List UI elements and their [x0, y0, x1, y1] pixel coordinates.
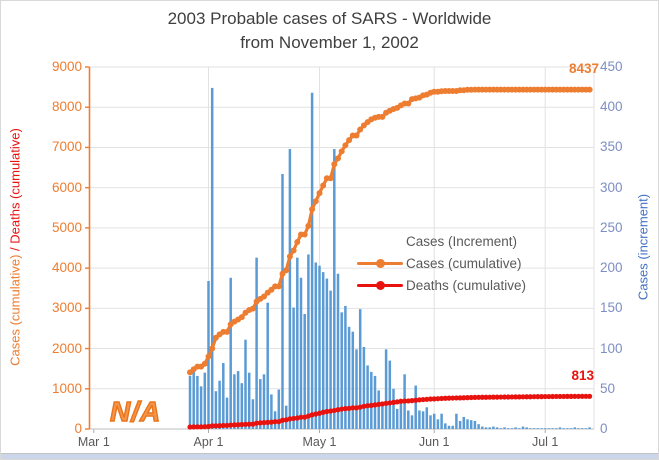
legend-swatch-bar-icon [357, 235, 403, 247]
right-axis-tick-label: 50 [600, 380, 616, 396]
left-axis-tick-label: 5000 [51, 219, 82, 235]
legend-item-deaths-cumulative[interactable]: Deaths (cumulative) [357, 274, 526, 296]
legend-item-cases-increment[interactable]: Cases (Increment) [357, 230, 526, 252]
line-deaths-cumulative [187, 393, 593, 430]
legend-label: Cases (Increment) [406, 233, 518, 249]
x-axis-tick-label: Jun 1 [418, 435, 450, 449]
right-axis-tick-label: 250 [600, 219, 623, 235]
right-axis-tick-label: 400 [600, 99, 623, 115]
right-axis-tick-label: 350 [600, 139, 623, 155]
legend-item-cases-cumulative[interactable]: Cases (cumulative) [357, 252, 526, 274]
right-axis-tick-label: 200 [600, 260, 623, 276]
x-axis-tick-label: Jul 1 [531, 435, 559, 449]
left-axis-tick-label: 6000 [51, 179, 82, 195]
chart-title: 2003 Probable cases of SARS - Worldwide … [1, 7, 658, 55]
left-axis-tick-label: 4000 [51, 260, 82, 276]
right-axis-tick-label: 100 [600, 340, 623, 356]
cases-final-value-label: 8437 [568, 61, 599, 76]
left-axis-tick-label: 1000 [51, 380, 82, 396]
legend-label: Deaths (cumulative) [406, 277, 527, 293]
right-axis-tick-label: 450 [600, 59, 623, 74]
left-axis-tick-label: 3000 [51, 300, 82, 316]
chart-title-line1: 2003 Probable cases of SARS - Worldwide [167, 9, 492, 28]
right-axis-tick-label: 0 [600, 421, 608, 436]
legend-swatch-red-line-icon [357, 279, 403, 291]
bottom-window-edge [1, 453, 658, 459]
legend: Cases (Increment) Cases (cumulative) Dea… [357, 230, 526, 296]
x-axis-tick-label: Apr 1 [193, 435, 224, 449]
x-axis-tick-label: May 1 [302, 435, 337, 449]
left-axis-tick-label: 0 [74, 421, 82, 436]
na-watermark: N/A [109, 395, 162, 427]
right-axis-tick-label: 300 [600, 179, 623, 195]
line-cases-cumulative [187, 86, 593, 376]
left-axis-tick-label: 8000 [51, 99, 82, 115]
x-axis-tick-label: Mar 1 [77, 435, 110, 449]
left-axis-tick-label: 7000 [51, 139, 82, 155]
deaths-final-value-label: 813 [571, 368, 594, 383]
left-axis-tick-label: 9000 [51, 59, 82, 74]
right-axis-tick-label: 150 [600, 300, 623, 316]
left-axis-tick-label: 2000 [51, 340, 82, 356]
legend-swatch-orange-line-icon [357, 257, 403, 269]
bars-cases-increment [188, 87, 591, 430]
chart-title-line2: from November 1, 2002 [240, 33, 419, 52]
legend-label: Cases (cumulative) [406, 255, 522, 271]
